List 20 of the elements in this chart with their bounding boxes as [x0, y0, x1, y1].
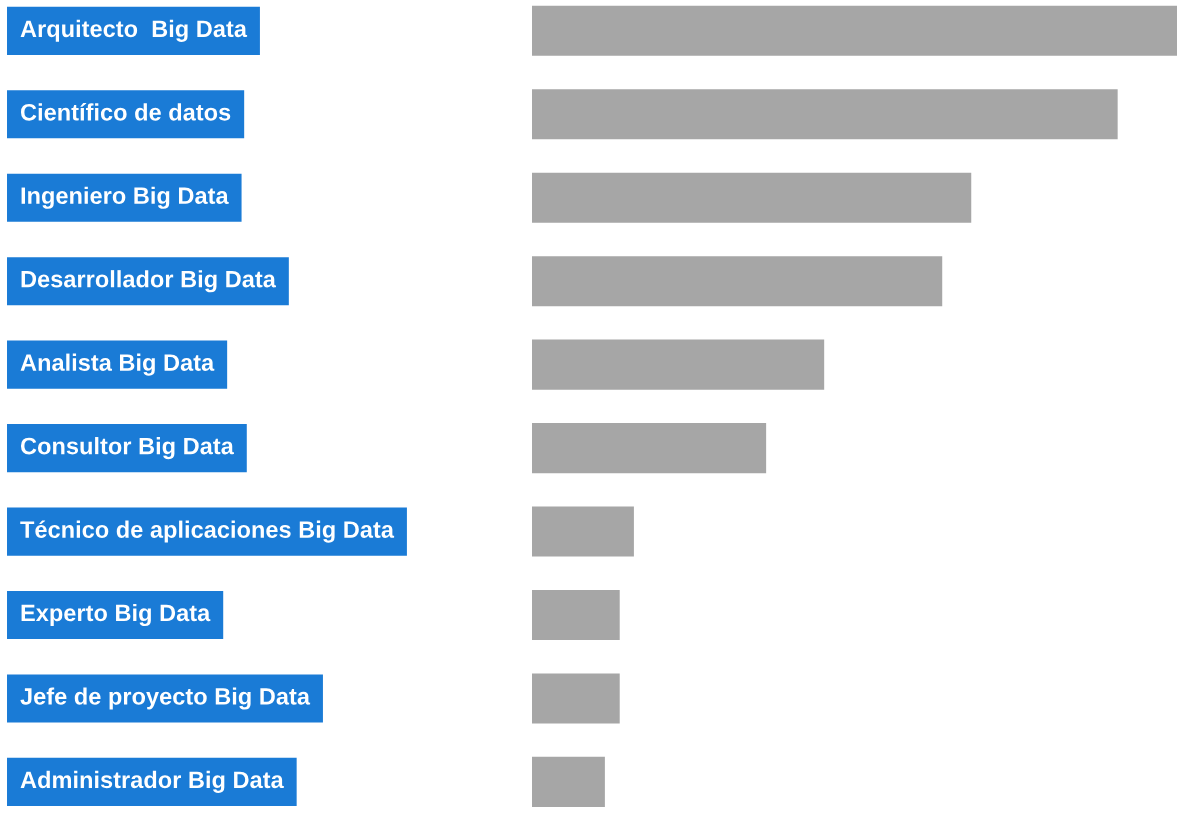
- bar: [532, 339, 825, 390]
- bar: [532, 256, 943, 307]
- bar: [532, 5, 1177, 56]
- bar: [532, 89, 1118, 140]
- y-tick-label: Experto Big Data: [21, 603, 211, 627]
- bar: [532, 756, 605, 807]
- bar: [532, 172, 972, 223]
- bar: [532, 673, 620, 724]
- y-tick-label: Científico de datos: [20, 103, 231, 121]
- y-tick-label: Administrador Big Data: [20, 770, 284, 793]
- y-tick-label: Consultor Big Data: [20, 437, 234, 460]
- y-tick-label: Arquitecto Big Data: [20, 19, 248, 42]
- y-tick-label: Técnico de aplicaciones Big Data: [20, 520, 395, 543]
- bar: [532, 506, 634, 557]
- bar: [532, 589, 620, 641]
- y-tick-label: Ingeniero Big Data: [21, 186, 229, 209]
- bar: [532, 423, 767, 474]
- y-tick-label: Jefe de proyecto Big Data: [20, 687, 311, 710]
- y-tick-label: Analista Big Data: [20, 353, 215, 376]
- y-tick-label: Desarrollador Big Data: [21, 270, 277, 293]
